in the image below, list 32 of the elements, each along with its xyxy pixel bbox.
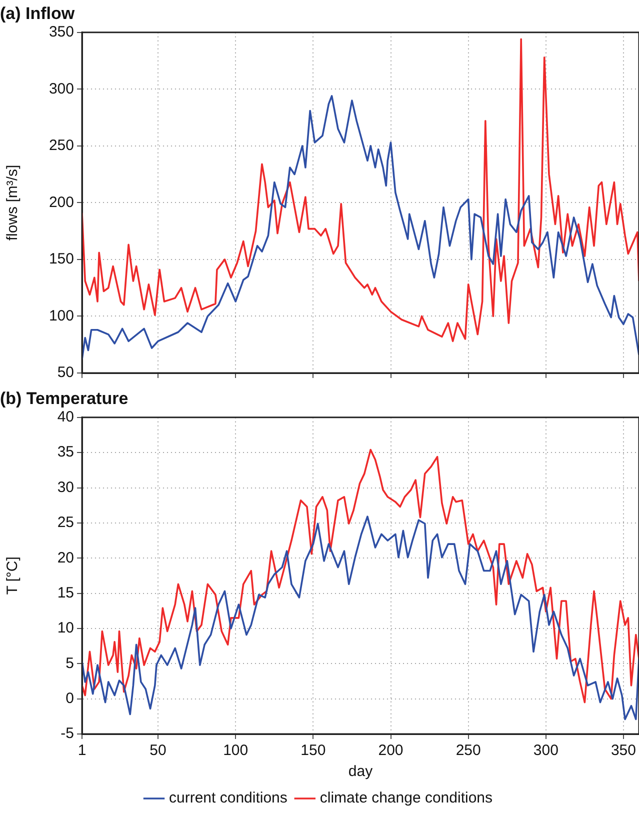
y-tick-label: 100 [48, 307, 74, 324]
y-tick-label: 200 [48, 194, 74, 211]
y-tick-label: 300 [48, 80, 74, 98]
x-tick-label: 100 [223, 742, 248, 760]
x-axis-title: day [348, 763, 374, 780]
x-tick-label: 150 [300, 742, 326, 760]
y-tick-label: 0 [66, 690, 74, 707]
y-axis-title: T [°C] [4, 556, 22, 595]
legend-label: current conditions [169, 790, 288, 807]
x-tick-label: 200 [378, 742, 404, 760]
y-axis-title: flows [m³/s] [4, 164, 22, 241]
y-tick-label: 40 [57, 408, 74, 426]
x-tick-label: 250 [456, 742, 481, 760]
x-tick-label: 50 [150, 742, 166, 760]
y-tick-label: -5 [60, 725, 74, 742]
x-tick-label: 350 [610, 742, 636, 760]
y-tick-label: 20 [57, 549, 74, 566]
y-tick-label: 15 [57, 584, 74, 602]
y-tick-label: 35 [57, 444, 74, 461]
x-tick-label: 1 [78, 742, 86, 760]
y-tick-label: 25 [57, 514, 74, 532]
y-tick-label: 5 [66, 654, 74, 672]
y-tick-label: 50 [57, 364, 74, 382]
y-tick-label: 30 [57, 478, 74, 496]
y-tick-label: 10 [57, 620, 74, 637]
x-tick-label: 300 [533, 742, 558, 760]
legend-label: climate change conditions [320, 790, 493, 807]
y-tick-label: 350 [48, 24, 74, 41]
chart-title: (b) Temperature [0, 388, 128, 408]
y-tick-label: 250 [48, 137, 74, 154]
chart-title: (a) Inflow [0, 4, 76, 23]
y-tick-label: 150 [48, 250, 74, 268]
